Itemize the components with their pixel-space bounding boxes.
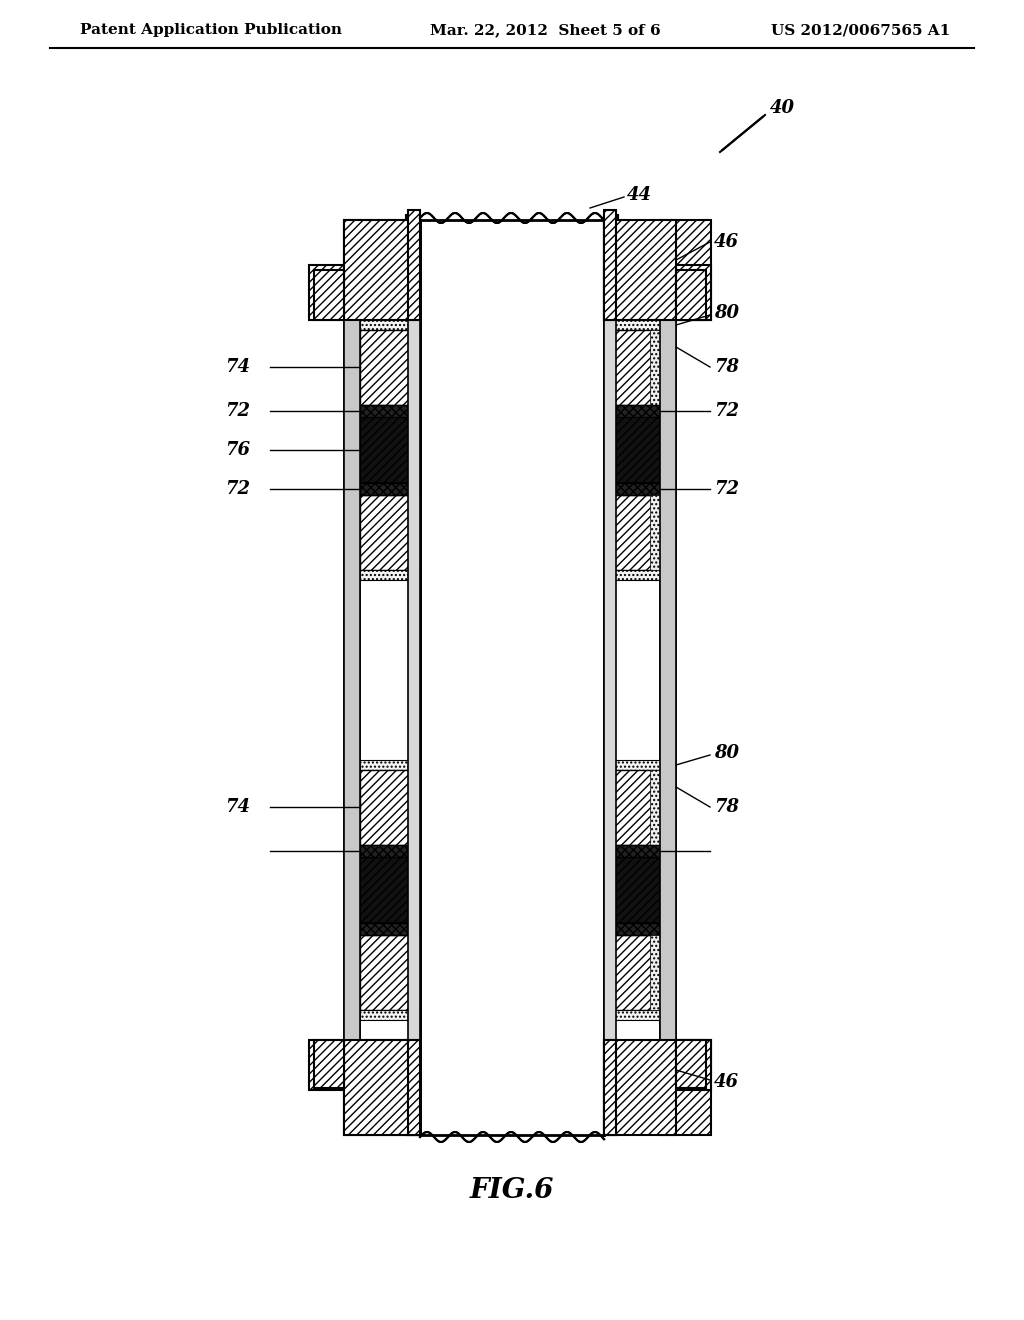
Bar xyxy=(660,319,676,1040)
Bar xyxy=(360,570,420,579)
Text: Mar. 22, 2012  Sheet 5 of 6: Mar. 22, 2012 Sheet 5 of 6 xyxy=(430,22,660,37)
Bar xyxy=(676,1040,706,1088)
Bar xyxy=(309,265,344,319)
Text: 72: 72 xyxy=(714,403,739,420)
Bar xyxy=(604,923,660,935)
Bar xyxy=(604,417,660,483)
Bar xyxy=(408,1040,420,1135)
Bar xyxy=(604,570,660,579)
Bar xyxy=(360,770,420,845)
Bar xyxy=(676,271,706,319)
Text: 44: 44 xyxy=(627,186,652,205)
Bar xyxy=(660,1040,711,1135)
Text: 80: 80 xyxy=(714,304,739,322)
Bar xyxy=(410,935,420,1010)
Bar xyxy=(604,1040,676,1135)
Bar xyxy=(604,1040,618,1135)
Bar xyxy=(344,319,360,1040)
Bar xyxy=(604,760,660,770)
Bar xyxy=(604,857,660,923)
Bar xyxy=(676,1040,711,1090)
Bar xyxy=(650,770,660,845)
Bar xyxy=(604,330,660,405)
Bar xyxy=(604,770,660,845)
Bar xyxy=(360,417,420,483)
Text: 72: 72 xyxy=(225,403,250,420)
Text: 46: 46 xyxy=(714,1073,739,1092)
Bar xyxy=(360,319,420,330)
Bar xyxy=(604,319,660,330)
Bar xyxy=(360,483,420,495)
Bar xyxy=(604,405,660,417)
Text: 40: 40 xyxy=(770,99,795,117)
Bar xyxy=(604,935,660,1010)
Bar xyxy=(360,935,420,1010)
Bar xyxy=(604,1010,660,1020)
Bar xyxy=(360,857,420,923)
Bar xyxy=(344,319,360,1040)
Bar xyxy=(650,495,660,570)
Bar xyxy=(660,319,676,1040)
Bar xyxy=(650,330,660,405)
Text: Patent Application Publication: Patent Application Publication xyxy=(80,22,342,37)
Bar xyxy=(660,220,711,319)
Bar xyxy=(360,1010,420,1020)
Bar xyxy=(360,845,420,857)
Bar xyxy=(408,319,420,1040)
Bar xyxy=(344,220,420,319)
Text: 46: 46 xyxy=(714,234,739,251)
Bar xyxy=(344,220,420,319)
Bar xyxy=(360,760,420,770)
Bar xyxy=(650,935,660,1010)
Text: 78: 78 xyxy=(714,358,739,376)
Bar xyxy=(604,483,660,495)
Bar xyxy=(344,1040,420,1135)
Bar xyxy=(410,495,420,570)
Bar xyxy=(604,495,660,570)
Text: FIG.6: FIG.6 xyxy=(470,1176,554,1204)
Bar xyxy=(406,215,420,319)
Bar xyxy=(314,1040,344,1088)
Text: 80: 80 xyxy=(714,744,739,762)
Text: 74: 74 xyxy=(225,358,250,376)
Bar xyxy=(314,271,344,319)
Text: 76: 76 xyxy=(225,441,250,459)
Bar xyxy=(604,220,676,319)
Text: 78: 78 xyxy=(714,799,739,816)
Bar xyxy=(604,1040,616,1135)
Bar xyxy=(360,923,420,935)
Text: 72: 72 xyxy=(225,480,250,498)
Bar xyxy=(604,319,616,1040)
Text: 72: 72 xyxy=(714,480,739,498)
Bar xyxy=(604,215,618,319)
Bar xyxy=(420,220,604,1135)
Bar xyxy=(309,1040,344,1090)
Text: 74: 74 xyxy=(225,799,250,816)
Bar xyxy=(406,1040,420,1135)
Bar xyxy=(410,330,420,405)
Bar xyxy=(360,330,420,405)
Bar xyxy=(410,770,420,845)
Bar xyxy=(344,1040,420,1135)
Bar xyxy=(604,210,616,319)
Bar xyxy=(604,845,660,857)
Bar xyxy=(676,265,711,319)
Bar xyxy=(408,210,420,319)
Bar xyxy=(360,405,420,417)
Bar xyxy=(360,495,420,570)
Text: US 2012/0067565 A1: US 2012/0067565 A1 xyxy=(771,22,950,37)
